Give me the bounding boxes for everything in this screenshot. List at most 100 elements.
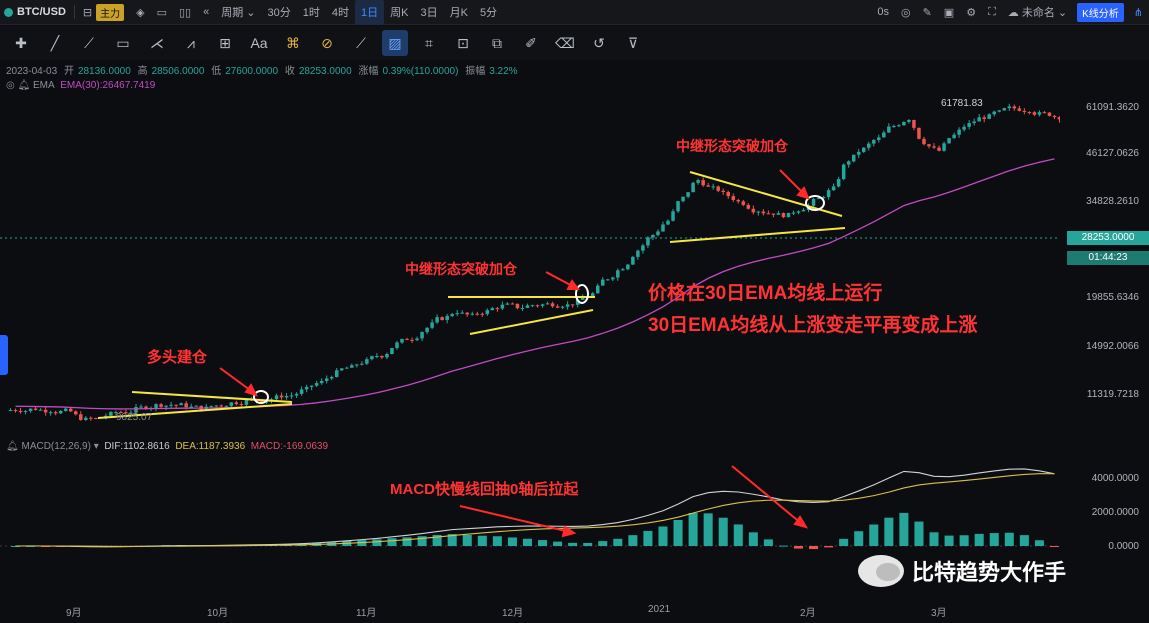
candle <box>234 400 239 406</box>
lock-icon[interactable]: ⊡ <box>457 34 469 51</box>
candle <box>656 229 660 237</box>
period-30m[interactable]: 30分 <box>267 7 291 19</box>
candle <box>791 210 796 216</box>
hide-drawings-icon[interactable]: ⌗ <box>425 34 433 51</box>
filter-icon[interactable]: ⊽ <box>627 34 639 51</box>
price-chart[interactable] <box>0 0 1060 600</box>
period-1h[interactable]: 1时 <box>302 7 320 19</box>
layout-icon[interactable]: ▯▯ <box>178 6 192 19</box>
candles <box>8 103 1060 421</box>
candle <box>912 119 916 131</box>
kline-analysis-button[interactable]: K线分析 <box>1077 2 1124 22</box>
main-badge-button[interactable]: ⊟ 主力 <box>77 0 130 25</box>
collapse-icon[interactable]: ◎ <box>6 80 15 91</box>
pen-icon[interactable]: ✎ <box>922 6 932 19</box>
lock-drawing-icon[interactable]: ⊘ <box>321 34 333 51</box>
candle <box>94 417 98 420</box>
period-4h[interactable]: 4时 <box>331 7 349 19</box>
macd-tick-1: 4000.0000 <box>1091 473 1139 484</box>
macd-bar <box>643 530 653 546</box>
arrow-4-head <box>561 525 577 538</box>
candle <box>721 188 725 195</box>
macd-bar <box>598 541 608 546</box>
candle <box>500 301 505 311</box>
period-1mo[interactable]: 月K <box>449 7 468 19</box>
rewind-icon[interactable]: « <box>203 6 210 18</box>
candle <box>927 143 931 149</box>
period-1d[interactable]: 1日 <box>355 0 385 25</box>
candle <box>676 200 680 213</box>
candle <box>334 368 339 378</box>
macd-bar <box>869 524 879 546</box>
share-icon[interactable]: ⋔ <box>1133 6 1143 19</box>
rectangle-icon[interactable]: ▭ <box>116 34 130 51</box>
candle <box>741 199 746 207</box>
image-icon[interactable]: ▣ <box>943 6 955 19</box>
symbol-selector[interactable]: BTC/USD <box>0 0 72 25</box>
edit-icon[interactable]: ✐ <box>525 34 537 51</box>
fib-icon[interactable]: ⋌ <box>150 34 164 51</box>
low-marker: 9825.07 <box>116 412 153 423</box>
settings-icon[interactable]: ⚙ <box>966 6 977 19</box>
macd-bar <box>914 521 924 546</box>
ray-icon[interactable]: ⟋ <box>84 34 94 51</box>
candle <box>992 110 996 117</box>
note-long-entry: 多头建仓 <box>147 349 208 366</box>
candle <box>229 402 234 408</box>
candle <box>841 163 846 181</box>
macd-bar <box>1049 546 1059 547</box>
macd-dea-line <box>15 473 1055 547</box>
left-panel-toggle[interactable] <box>0 335 8 375</box>
ruler-icon[interactable]: ⟋ <box>356 34 366 51</box>
macd-bar <box>553 541 563 546</box>
candle <box>751 205 756 215</box>
candle <box>28 408 33 413</box>
settings-chevron-icon[interactable]: ▾ <box>93 441 99 452</box>
trend-line-icon[interactable]: ╱ <box>50 34 60 51</box>
candle <box>736 198 741 204</box>
period-5m[interactable]: 5分 <box>479 7 498 19</box>
candle <box>1042 110 1047 114</box>
macd-bar <box>929 532 939 546</box>
candle <box>430 319 434 330</box>
cloud-layout[interactable]: ☁ 未命名 ⌄ <box>1007 6 1068 20</box>
measure-icon[interactable]: ⊞ <box>219 34 231 51</box>
trash-icon[interactable]: ⌫ <box>555 34 575 51</box>
candle <box>1047 112 1052 117</box>
period-1w[interactable]: 周K <box>390 7 409 19</box>
candle <box>63 407 68 412</box>
candle <box>329 375 334 381</box>
candle <box>977 114 981 122</box>
candle <box>621 267 625 271</box>
price-tick-2: 46127.0626 <box>1086 148 1139 159</box>
candle <box>636 249 640 260</box>
alert-icon[interactable]: 🔔︎ <box>17 80 31 91</box>
candle <box>761 209 766 216</box>
candle <box>651 234 655 241</box>
pattern-icon[interactable]: ⩘ <box>187 34 195 51</box>
cross-cursor-icon[interactable]: ✚ <box>15 34 27 51</box>
calendar-icon[interactable]: ▭ <box>156 6 167 19</box>
candle <box>475 311 480 316</box>
camera-icon[interactable]: ◎ <box>900 6 911 19</box>
draw-mode-icon[interactable]: ▨ <box>382 30 408 56</box>
period-3d[interactable]: 3日 <box>420 7 438 19</box>
candle <box>284 392 289 400</box>
countdown-button[interactable]: 0s <box>877 6 889 18</box>
breakout-circle-2 <box>575 284 589 304</box>
undo-icon[interactable]: ↺ <box>593 34 605 51</box>
magnet-icon[interactable]: ⌘ <box>286 34 300 51</box>
alert-icon[interactable]: 🔔︎ <box>6 441 19 452</box>
x-tick-sep: 9月 <box>66 608 82 619</box>
candle <box>324 375 329 384</box>
macd-bar <box>944 535 954 546</box>
text-icon[interactable]: Aa <box>250 35 268 51</box>
candle <box>711 183 715 190</box>
candle <box>595 283 600 294</box>
candle <box>490 306 495 311</box>
indicator-icon[interactable]: ◈ <box>136 6 145 19</box>
fullscreen-icon[interactable]: ⛶ <box>988 5 996 18</box>
template-icon[interactable]: ⧉ <box>492 34 502 51</box>
candle <box>370 355 374 361</box>
period-dropdown[interactable]: 周期 ⌄ <box>221 6 256 20</box>
